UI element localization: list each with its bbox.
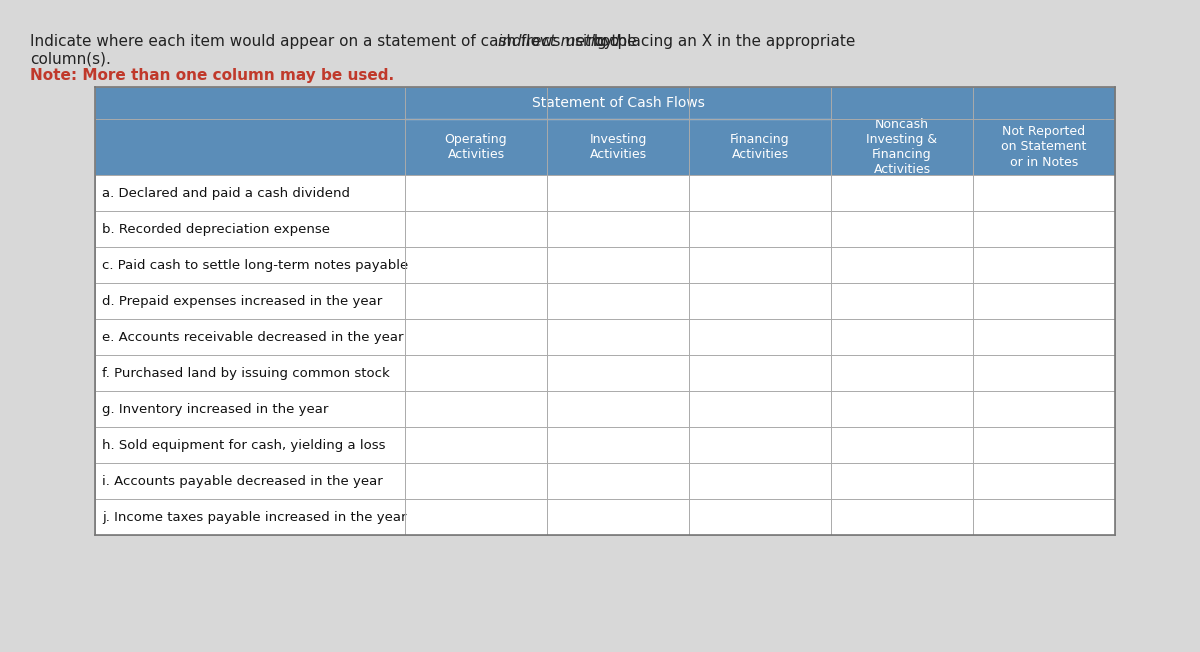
Text: Noncash
Investing &
Financing
Activities: Noncash Investing & Financing Activities: [866, 118, 937, 176]
Text: a. Declared and paid a cash dividend: a. Declared and paid a cash dividend: [102, 186, 350, 200]
Text: Not Reported
on Statement
or in Notes: Not Reported on Statement or in Notes: [1001, 125, 1087, 168]
Text: c. Paid cash to settle long-term notes payable: c. Paid cash to settle long-term notes p…: [102, 258, 408, 271]
Text: j. Income taxes payable increased in the year: j. Income taxes payable increased in the…: [102, 511, 407, 524]
Text: by placing an X in the appropriate: by placing an X in the appropriate: [589, 34, 856, 49]
Bar: [95, 391, 1115, 427]
Text: Operating
Activities: Operating Activities: [445, 133, 508, 161]
Text: Investing
Activities: Investing Activities: [589, 133, 647, 161]
Text: indirect method: indirect method: [498, 34, 619, 49]
Text: Financing
Activities: Financing Activities: [730, 133, 790, 161]
Bar: [95, 211, 1115, 247]
Bar: [95, 175, 1115, 211]
Bar: [95, 119, 1115, 175]
Bar: [95, 463, 1115, 499]
Bar: [95, 247, 1115, 283]
Text: d. Prepaid expenses increased in the year: d. Prepaid expenses increased in the yea…: [102, 295, 383, 308]
Text: Note: More than one column may be used.: Note: More than one column may be used.: [30, 68, 394, 83]
Bar: [95, 283, 1115, 319]
Text: b. Recorded depreciation expense: b. Recorded depreciation expense: [102, 222, 330, 235]
Text: f. Purchased land by issuing common stock: f. Purchased land by issuing common stoc…: [102, 366, 390, 379]
Bar: [95, 499, 1115, 535]
Text: column(s).: column(s).: [30, 51, 110, 66]
Bar: [95, 355, 1115, 391]
Bar: [95, 87, 1115, 119]
Bar: [95, 319, 1115, 355]
Text: Indicate where each item would appear on a statement of cash flows using the: Indicate where each item would appear on…: [30, 34, 642, 49]
Bar: [95, 87, 1115, 535]
Text: g. Inventory increased in the year: g. Inventory increased in the year: [102, 402, 329, 415]
Text: e. Accounts receivable decreased in the year: e. Accounts receivable decreased in the …: [102, 331, 403, 344]
Bar: [95, 427, 1115, 463]
Text: Statement of Cash Flows: Statement of Cash Flows: [532, 96, 704, 110]
Text: i. Accounts payable decreased in the year: i. Accounts payable decreased in the yea…: [102, 475, 383, 488]
Text: h. Sold equipment for cash, yielding a loss: h. Sold equipment for cash, yielding a l…: [102, 439, 385, 451]
